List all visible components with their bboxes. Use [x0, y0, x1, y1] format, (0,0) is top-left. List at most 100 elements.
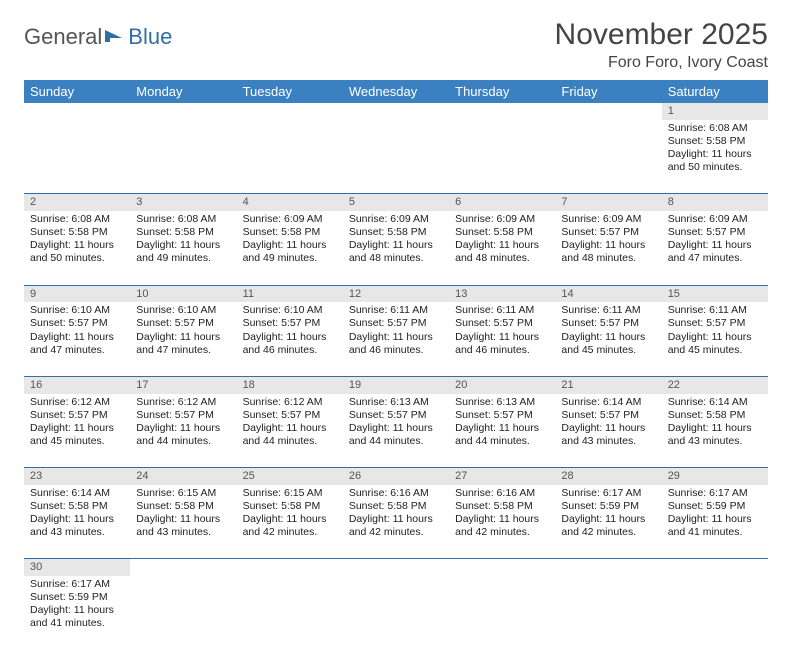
day-detail-cell: Sunrise: 6:12 AMSunset: 5:57 PMDaylight:… [24, 394, 130, 468]
day-number-cell: 13 [449, 285, 555, 302]
day-detail-cell: Sunrise: 6:10 AMSunset: 5:57 PMDaylight:… [24, 302, 130, 376]
day-detail-cell: Sunrise: 6:09 AMSunset: 5:58 PMDaylight:… [449, 211, 555, 285]
day-detail-cell: Sunrise: 6:08 AMSunset: 5:58 PMDaylight:… [662, 120, 768, 194]
detail-row: Sunrise: 6:17 AMSunset: 5:59 PMDaylight:… [24, 576, 768, 650]
day-detail-cell: Sunrise: 6:11 AMSunset: 5:57 PMDaylight:… [555, 302, 661, 376]
daylight-line: Daylight: 11 hours and 48 minutes. [455, 239, 549, 265]
title-block: November 2025 Foro Foro, Ivory Coast [555, 18, 768, 72]
day-detail-cell: Sunrise: 6:10 AMSunset: 5:57 PMDaylight:… [130, 302, 236, 376]
day-detail-cell [237, 120, 343, 194]
day-number-cell [343, 559, 449, 576]
sunset-line: Sunset: 5:57 PM [243, 317, 337, 330]
daynum-row: 16171819202122 [24, 376, 768, 393]
sunrise-line: Sunrise: 6:08 AM [668, 122, 762, 135]
day-detail-cell: Sunrise: 6:09 AMSunset: 5:57 PMDaylight:… [555, 211, 661, 285]
day-detail-cell: Sunrise: 6:08 AMSunset: 5:58 PMDaylight:… [24, 211, 130, 285]
detail-row: Sunrise: 6:10 AMSunset: 5:57 PMDaylight:… [24, 302, 768, 376]
sunrise-line: Sunrise: 6:08 AM [30, 213, 124, 226]
day-number-cell [237, 559, 343, 576]
day-detail-cell: Sunrise: 6:17 AMSunset: 5:59 PMDaylight:… [24, 576, 130, 650]
detail-row: Sunrise: 6:12 AMSunset: 5:57 PMDaylight:… [24, 394, 768, 468]
daylight-line: Daylight: 11 hours and 47 minutes. [668, 239, 762, 265]
daylight-line: Daylight: 11 hours and 42 minutes. [349, 513, 443, 539]
day-number-cell: 28 [555, 468, 661, 485]
day-number-cell: 26 [343, 468, 449, 485]
sunset-line: Sunset: 5:58 PM [243, 226, 337, 239]
day-detail-cell: Sunrise: 6:11 AMSunset: 5:57 PMDaylight:… [343, 302, 449, 376]
day-detail-cell [555, 120, 661, 194]
sunset-line: Sunset: 5:57 PM [455, 317, 549, 330]
day-detail-cell: Sunrise: 6:10 AMSunset: 5:57 PMDaylight:… [237, 302, 343, 376]
day-detail-cell [24, 120, 130, 194]
flag-icon [104, 27, 126, 45]
day-detail-cell: Sunrise: 6:17 AMSunset: 5:59 PMDaylight:… [662, 485, 768, 559]
sunset-line: Sunset: 5:58 PM [668, 409, 762, 422]
day-detail-cell: Sunrise: 6:12 AMSunset: 5:57 PMDaylight:… [130, 394, 236, 468]
day-number-cell [130, 559, 236, 576]
sunset-line: Sunset: 5:58 PM [243, 500, 337, 513]
day-detail-cell: Sunrise: 6:16 AMSunset: 5:58 PMDaylight:… [343, 485, 449, 559]
sunrise-line: Sunrise: 6:12 AM [243, 396, 337, 409]
daylight-line: Daylight: 11 hours and 43 minutes. [668, 422, 762, 448]
day-detail-cell [237, 576, 343, 650]
sunset-line: Sunset: 5:57 PM [349, 409, 443, 422]
day-detail-cell [343, 120, 449, 194]
sunset-line: Sunset: 5:58 PM [349, 500, 443, 513]
brand-part2: Blue [128, 24, 172, 50]
sunrise-line: Sunrise: 6:14 AM [30, 487, 124, 500]
daylight-line: Daylight: 11 hours and 43 minutes. [136, 513, 230, 539]
page-subtitle: Foro Foro, Ivory Coast [555, 54, 768, 72]
daylight-line: Daylight: 11 hours and 43 minutes. [561, 422, 655, 448]
day-number-cell: 10 [130, 285, 236, 302]
daylight-line: Daylight: 11 hours and 44 minutes. [349, 422, 443, 448]
sunset-line: Sunset: 5:59 PM [668, 500, 762, 513]
sunrise-line: Sunrise: 6:09 AM [455, 213, 549, 226]
daylight-line: Daylight: 11 hours and 45 minutes. [30, 422, 124, 448]
day-number-cell: 8 [662, 194, 768, 211]
day-detail-cell: Sunrise: 6:16 AMSunset: 5:58 PMDaylight:… [449, 485, 555, 559]
sunset-line: Sunset: 5:57 PM [668, 317, 762, 330]
day-number-cell: 2 [24, 194, 130, 211]
day-number-cell: 6 [449, 194, 555, 211]
sunset-line: Sunset: 5:57 PM [243, 409, 337, 422]
daynum-row: 2345678 [24, 194, 768, 211]
sunset-line: Sunset: 5:58 PM [136, 226, 230, 239]
sunrise-line: Sunrise: 6:15 AM [136, 487, 230, 500]
day-number-cell: 23 [24, 468, 130, 485]
daylight-line: Daylight: 11 hours and 49 minutes. [136, 239, 230, 265]
day-number-cell [130, 103, 236, 120]
daylight-line: Daylight: 11 hours and 44 minutes. [243, 422, 337, 448]
day-number-cell: 14 [555, 285, 661, 302]
sunset-line: Sunset: 5:58 PM [668, 135, 762, 148]
day-number-cell: 7 [555, 194, 661, 211]
day-detail-cell: Sunrise: 6:09 AMSunset: 5:57 PMDaylight:… [662, 211, 768, 285]
sunrise-line: Sunrise: 6:10 AM [243, 304, 337, 317]
sunset-line: Sunset: 5:57 PM [668, 226, 762, 239]
daylight-line: Daylight: 11 hours and 45 minutes. [561, 331, 655, 357]
day-number-cell [237, 103, 343, 120]
sunrise-line: Sunrise: 6:17 AM [668, 487, 762, 500]
sunset-line: Sunset: 5:57 PM [136, 317, 230, 330]
sunrise-line: Sunrise: 6:11 AM [455, 304, 549, 317]
daynum-row: 23242526272829 [24, 468, 768, 485]
brand-logo: General Blue [24, 18, 172, 50]
daylight-line: Daylight: 11 hours and 44 minutes. [455, 422, 549, 448]
day-detail-cell: Sunrise: 6:09 AMSunset: 5:58 PMDaylight:… [237, 211, 343, 285]
sunrise-line: Sunrise: 6:12 AM [136, 396, 230, 409]
day-number-cell: 29 [662, 468, 768, 485]
sunrise-line: Sunrise: 6:09 AM [668, 213, 762, 226]
daylight-line: Daylight: 11 hours and 48 minutes. [561, 239, 655, 265]
day-number-cell: 11 [237, 285, 343, 302]
sunset-line: Sunset: 5:58 PM [30, 226, 124, 239]
detail-row: Sunrise: 6:08 AMSunset: 5:58 PMDaylight:… [24, 211, 768, 285]
day-detail-cell [449, 120, 555, 194]
sunset-line: Sunset: 5:57 PM [30, 317, 124, 330]
daylight-line: Daylight: 11 hours and 42 minutes. [561, 513, 655, 539]
daylight-line: Daylight: 11 hours and 45 minutes. [668, 331, 762, 357]
day-detail-cell: Sunrise: 6:14 AMSunset: 5:58 PMDaylight:… [24, 485, 130, 559]
day-detail-cell: Sunrise: 6:17 AMSunset: 5:59 PMDaylight:… [555, 485, 661, 559]
day-header: Saturday [662, 80, 768, 103]
day-detail-cell: Sunrise: 6:15 AMSunset: 5:58 PMDaylight:… [237, 485, 343, 559]
day-number-cell: 17 [130, 376, 236, 393]
day-number-cell [343, 103, 449, 120]
